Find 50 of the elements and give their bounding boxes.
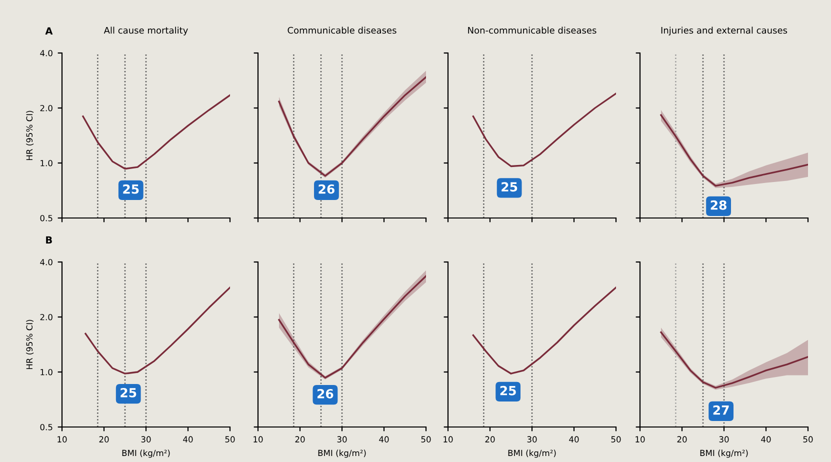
y-tick-label: 2.0 <box>40 104 52 112</box>
x-axis-title: BMI (kg/m²) <box>700 450 748 458</box>
y-tick-label: 0.5 <box>40 424 52 430</box>
x-tick-label: 40 <box>569 436 579 442</box>
x-axis-title: BMI (kg/m²) <box>122 450 170 458</box>
annotation: 25 <box>123 184 139 194</box>
annotation: 25 <box>502 182 518 192</box>
y-tick-label: 4.0 <box>40 50 52 56</box>
x-tick-label: 40 <box>379 436 389 442</box>
x-tick-label: 50 <box>225 436 235 442</box>
annotation: 28 <box>710 200 726 210</box>
x-tick-label: 30 <box>337 436 347 442</box>
x-tick-label: 50 <box>421 436 431 442</box>
x-tick-label: 20 <box>99 436 109 442</box>
text: B <box>46 236 52 244</box>
line-series <box>84 286 230 374</box>
x-tick-label: 20 <box>485 436 495 442</box>
x-tick-label: 30 <box>719 436 729 442</box>
chart-title: Communicable diseases <box>288 26 396 34</box>
x-tick-label: 10 <box>58 436 67 442</box>
x-tick-label: 10 <box>444 436 453 442</box>
y-tick-label: 1.0 <box>40 368 52 376</box>
x-axis-title: BMI (kg/m²) <box>318 450 366 458</box>
x-axis-title: BMI (kg/m²) <box>508 450 556 458</box>
chart-title: All cause mortality <box>104 26 188 36</box>
annotation: 26 <box>318 184 334 194</box>
x-tick-label: 50 <box>611 436 621 442</box>
y-tick-label: 0.5 <box>40 214 52 222</box>
annotation: 27 <box>713 405 729 415</box>
y-tick-label: 4.0 <box>40 258 52 266</box>
x-tick-label: 10 <box>636 436 645 442</box>
annotation: 26 <box>317 389 334 398</box>
x-tick-label: 10 <box>254 436 263 442</box>
x-tick-label: 20 <box>677 436 687 442</box>
chart-title: Non-communicable diseases <box>468 26 596 34</box>
chart-title: Injuries and external causes <box>661 26 788 36</box>
x-tick-label: 40 <box>761 436 771 442</box>
y-tick-label: 1.0 <box>40 160 52 166</box>
y-axis-title: HR (95% CI) <box>26 320 34 370</box>
x-tick-label: 50 <box>803 436 813 442</box>
text: A <box>45 27 53 34</box>
annotation: 25 <box>120 388 136 398</box>
annotation: 25 <box>500 386 516 396</box>
y-axis-title: HR (95% CI) <box>26 110 34 160</box>
y-tick-label: 2.0 <box>40 314 52 320</box>
x-tick-label: 40 <box>183 436 193 442</box>
x-tick-label: 30 <box>527 436 537 442</box>
line-series <box>82 94 230 170</box>
x-tick-label: 30 <box>141 436 151 442</box>
x-tick-label: 20 <box>295 436 305 442</box>
